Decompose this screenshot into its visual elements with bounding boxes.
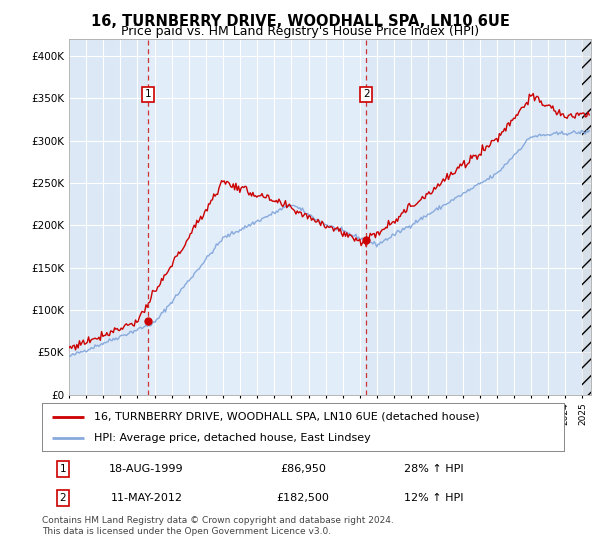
Text: 18-AUG-1999: 18-AUG-1999 [109, 464, 184, 474]
Text: £182,500: £182,500 [277, 493, 329, 503]
Text: Contains HM Land Registry data © Crown copyright and database right 2024.
This d: Contains HM Land Registry data © Crown c… [42, 516, 394, 536]
Text: 28% ↑ HPI: 28% ↑ HPI [404, 464, 463, 474]
Text: £86,950: £86,950 [280, 464, 326, 474]
Bar [583, 39, 591, 395]
Text: 11-MAY-2012: 11-MAY-2012 [110, 493, 182, 503]
Text: 2: 2 [59, 493, 66, 503]
Text: 1: 1 [145, 89, 152, 99]
Text: 16, TURNBERRY DRIVE, WOODHALL SPA, LN10 6UE (detached house): 16, TURNBERRY DRIVE, WOODHALL SPA, LN10 … [94, 412, 480, 422]
Bar [148, 39, 366, 395]
Text: Price paid vs. HM Land Registry's House Price Index (HPI): Price paid vs. HM Land Registry's House … [121, 25, 479, 38]
Text: 16, TURNBERRY DRIVE, WOODHALL SPA, LN10 6UE: 16, TURNBERRY DRIVE, WOODHALL SPA, LN10 … [91, 14, 509, 29]
Text: 12% ↑ HPI: 12% ↑ HPI [404, 493, 463, 503]
Text: 2: 2 [363, 89, 370, 99]
Text: HPI: Average price, detached house, East Lindsey: HPI: Average price, detached house, East… [94, 433, 371, 444]
Text: 1: 1 [59, 464, 66, 474]
